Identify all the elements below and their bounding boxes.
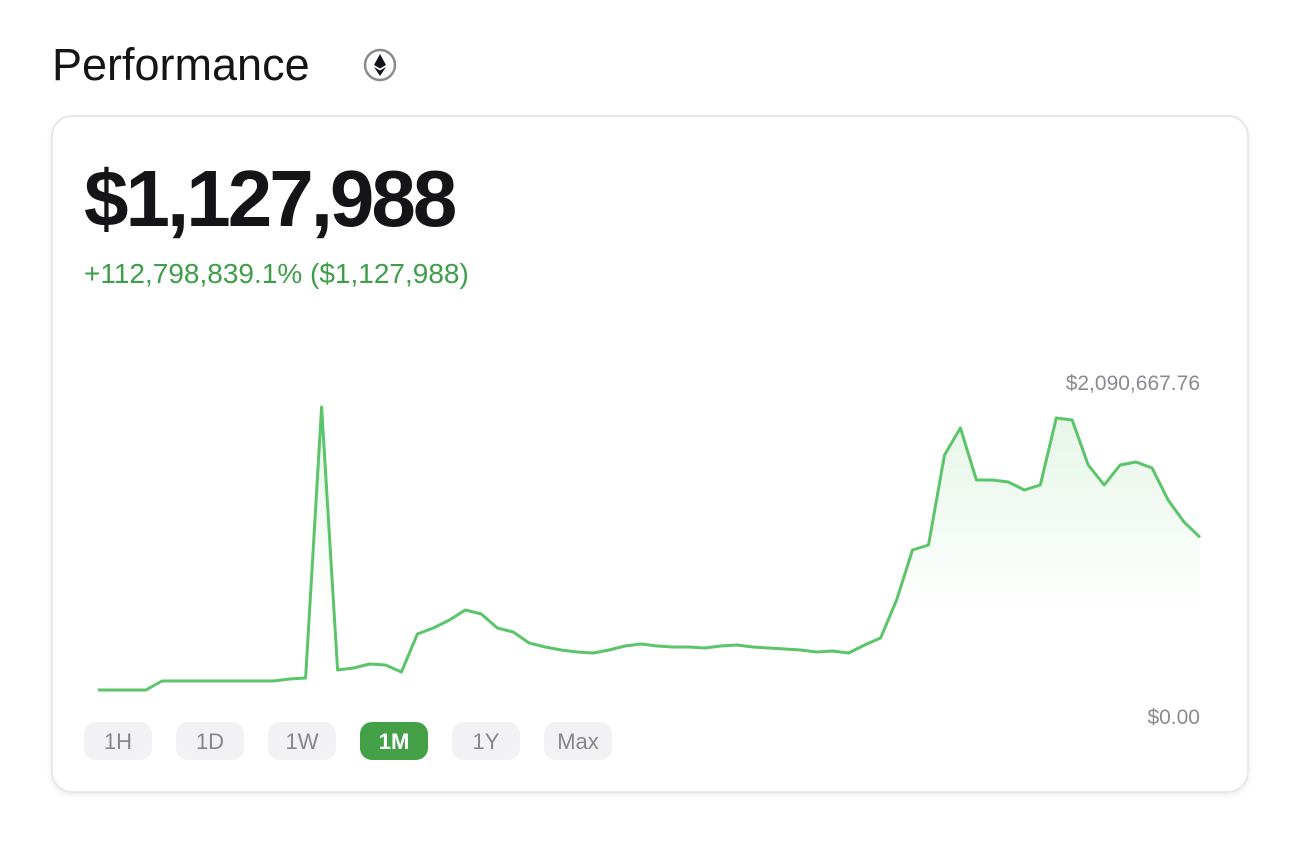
range-button[interactable]: 1M (360, 722, 428, 760)
range-button-bg (84, 722, 152, 760)
range-button-bg (176, 722, 244, 760)
chart: $0.00 $2,090,667.76 (98, 372, 1202, 729)
range-button-label: Max (557, 729, 599, 754)
eth-icon[interactable] (363, 48, 397, 82)
range-button-bg (268, 722, 336, 760)
range-button-label: 1Y (473, 729, 500, 754)
range-button[interactable]: 1H (84, 722, 152, 760)
range-button[interactable]: Max (544, 722, 612, 760)
page-title: Performance (52, 39, 310, 90)
range-button-label: 1M (379, 729, 410, 754)
range-button-label: 1D (196, 729, 224, 754)
range-buttons: 1H 1D 1W 1M 1Y Max (84, 722, 612, 760)
range-button-label: 1H (104, 729, 132, 754)
portfolio-value: $1,127,988 (84, 154, 456, 243)
range-button-bg (544, 722, 612, 760)
y-tick-label: $2,090,667.76 (1066, 372, 1200, 395)
range-button-bg (360, 722, 428, 760)
range-button[interactable]: 1D (176, 722, 244, 760)
change: +112,798,839.1% ($1,127,988) (84, 258, 469, 289)
range-button-label: 1W (286, 729, 319, 754)
range-button[interactable]: 1Y (452, 722, 520, 760)
range-button[interactable]: 1W (268, 722, 336, 760)
y-tick-label: $0.00 (1147, 706, 1200, 729)
line (98, 405, 1202, 692)
area (98, 407, 1200, 690)
range-button-bg (452, 722, 520, 760)
